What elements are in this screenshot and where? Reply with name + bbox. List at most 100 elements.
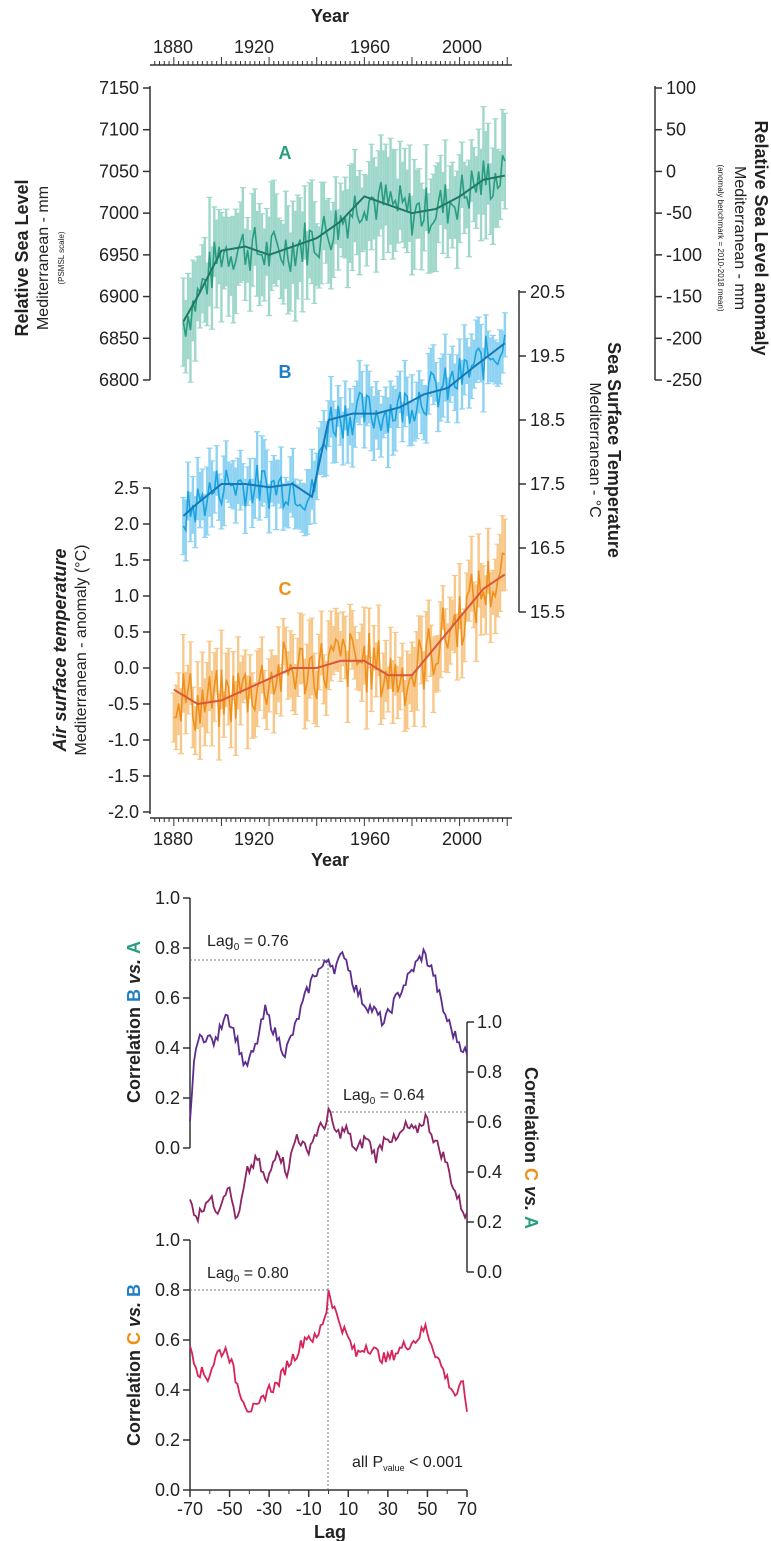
corr-ca-ticks: 1.0 0.8 0.6 0.4 0.2 0.0 bbox=[467, 1012, 502, 1282]
pvalue-sub: value bbox=[383, 1463, 405, 1473]
corr-ba-mid: vs. bbox=[124, 954, 144, 989]
sst-tick-label: 18.5 bbox=[530, 410, 565, 430]
corr-ba-tick-label: 0.4 bbox=[155, 1038, 180, 1058]
air-tick-label: -2.0 bbox=[108, 802, 139, 822]
panel-label-b: B bbox=[279, 362, 292, 382]
corr-cb-tick-label: 0.8 bbox=[155, 1280, 180, 1300]
mid-x-tick-1920: 1920 bbox=[234, 829, 274, 849]
smooth-line bbox=[173, 573, 506, 706]
sst-tick-label: 16.5 bbox=[530, 538, 565, 558]
corr-ca-prefix: Correlation bbox=[521, 1067, 541, 1168]
corr-ba-tick-label: 0.2 bbox=[155, 1088, 180, 1108]
corr-ca-tick-label: 0.4 bbox=[477, 1162, 502, 1182]
mid-x-ticks bbox=[154, 818, 508, 826]
sst-tick-label: 15.5 bbox=[530, 602, 565, 622]
lag-ba-base: Lag bbox=[207, 933, 234, 950]
lag-tick-label: -50 bbox=[217, 1499, 243, 1519]
air-tick-label: 2.0 bbox=[114, 514, 139, 534]
corr-ca-tick-label: 0.2 bbox=[477, 1212, 502, 1232]
corr-ba-ticks: 1.0 0.8 0.6 0.4 0.2 0.0 bbox=[155, 888, 190, 1158]
lag-tick-label: 30 bbox=[378, 1499, 398, 1519]
rsl-anomaly-tick-label: 0 bbox=[666, 161, 676, 181]
annual-line bbox=[173, 552, 506, 731]
air-axis-subtitle: Mediterranean - anomaly (°C) bbox=[73, 545, 90, 756]
rsl-anomaly-axis-subtitle: Mediterranean - mm bbox=[731, 166, 748, 310]
mid-x-tick-1960: 1960 bbox=[350, 829, 390, 849]
lag-cb-sub: 0 bbox=[234, 1274, 240, 1285]
pvalue-annotation: all Pvalue < 0.001 bbox=[352, 1454, 463, 1473]
series-c bbox=[170, 515, 508, 761]
corr-cb-prefix: Correlation bbox=[124, 1345, 144, 1446]
lag-cb-annotation: Lag0 = 0.80 bbox=[207, 1265, 289, 1285]
lag-ticks: -70 -50 -30 -10 10 30 50 70 bbox=[177, 1490, 477, 1519]
top-x-tick-1920: 1920 bbox=[234, 37, 274, 57]
rsl-tick-label: 6950 bbox=[99, 245, 139, 265]
corr-cb-x: B bbox=[124, 1284, 144, 1297]
lag-ba-value: = 0.76 bbox=[239, 933, 288, 950]
lag-tick-label: 50 bbox=[417, 1499, 437, 1519]
corr-cb-tick-label: 0.0 bbox=[155, 1480, 180, 1500]
lag-ca-annotation: Lag0 = 0.64 bbox=[343, 1087, 425, 1107]
corr-cb-curve bbox=[189, 1289, 468, 1413]
corr-ba-y: B bbox=[124, 989, 144, 1002]
rsl-axis-title: Relative Sea Level bbox=[12, 179, 32, 336]
lag-cb-value: = 0.80 bbox=[239, 1265, 288, 1282]
rsl-anomaly-tick-label: -50 bbox=[666, 203, 692, 223]
rsl-axis-subtitle: Mediterranean - mm bbox=[35, 186, 52, 330]
rsl-tick-label: 7150 bbox=[99, 78, 139, 98]
lag-cb-base: Lag bbox=[207, 1265, 234, 1282]
corr-ba-x: A bbox=[124, 941, 144, 954]
mid-x-tick-1880: 1880 bbox=[153, 829, 193, 849]
corr-ba-curve bbox=[189, 946, 468, 1122]
air-tick-label: 1.5 bbox=[114, 550, 139, 570]
corr-cb-axis-title: Correlation C vs. B bbox=[124, 1284, 144, 1446]
air-tick-label: 2.5 bbox=[114, 478, 139, 498]
corr-ba-axis-title: Correlation B vs. A bbox=[124, 941, 144, 1103]
corr-cb-y: C bbox=[124, 1332, 144, 1345]
panel-label-a: A bbox=[279, 143, 292, 163]
air-tick-label: -0.5 bbox=[108, 694, 139, 714]
rsl-anomaly-axis-title: Relative Sea Level anomaly bbox=[751, 120, 771, 355]
corr-cb-tick-label: 0.4 bbox=[155, 1380, 180, 1400]
corr-cb-ticks: 1.0 0.8 0.6 0.4 0.2 0.0 bbox=[155, 1230, 190, 1500]
corr-ca-tick-label: 0.8 bbox=[477, 1062, 502, 1082]
corr-ca-axis-title: Correlation C vs. A bbox=[521, 1067, 541, 1229]
lag-tick-label: -10 bbox=[296, 1499, 322, 1519]
lag-tick-label: -70 bbox=[177, 1499, 203, 1519]
annual-line bbox=[182, 334, 506, 534]
rsl-tick-label: 7050 bbox=[99, 161, 139, 181]
top-x-tick-1880: 1880 bbox=[153, 37, 193, 57]
panel-label-c: C bbox=[279, 579, 292, 599]
air-ticks: 2.5 2.0 1.5 1.0 0.5 0.0 -0.5 -1.0 -1.5 -2.0 bbox=[108, 478, 150, 822]
corr-cb-tick-label: 0.6 bbox=[155, 1330, 180, 1350]
rsl-anomaly-ticks: 100 50 0 -50 -100 -150 -200 -250 bbox=[655, 78, 702, 390]
corr-ba-tick-label: 0.8 bbox=[155, 938, 180, 958]
lag-ba-annotation: Lag0 = 0.76 bbox=[207, 933, 289, 953]
smooth-line bbox=[182, 342, 506, 517]
air-tick-label: 1.0 bbox=[114, 586, 139, 606]
corr-ba-tick-label: 1.0 bbox=[155, 888, 180, 908]
rsl-tick-label: 6800 bbox=[99, 370, 139, 390]
correlation-curves bbox=[189, 946, 468, 1413]
lag-tick-label: 10 bbox=[338, 1499, 358, 1519]
pvalue-base: all P bbox=[352, 1454, 383, 1471]
lag-ca-value: = 0.64 bbox=[375, 1087, 424, 1104]
air-axis-title: Air surface temperature bbox=[50, 548, 70, 752]
corr-ca-mid: vs. bbox=[521, 1181, 541, 1216]
corr-ba-tick-label: 0.6 bbox=[155, 988, 180, 1008]
rsl-anomaly-tick-label: -250 bbox=[666, 370, 702, 390]
lag-ca-sub: 0 bbox=[370, 1096, 376, 1107]
rsl-ticks: 7150 7100 7050 7000 6950 6900 6850 6800 bbox=[99, 78, 150, 390]
series-b bbox=[180, 312, 508, 562]
top-x-tick-1960: 1960 bbox=[350, 37, 390, 57]
rsl-anomaly-axis-note: (anomaly benchmark = 2010-2018 mean) bbox=[716, 165, 725, 312]
air-tick-label: -1.5 bbox=[108, 766, 139, 786]
top-x-tick-2000: 2000 bbox=[442, 37, 482, 57]
lag-axis-label: Lag bbox=[314, 1522, 346, 1541]
smooth-line bbox=[182, 174, 506, 323]
sst-ticks: 20.5 19.5 18.5 17.5 16.5 15.5 bbox=[519, 282, 565, 622]
annual-line bbox=[182, 154, 506, 337]
corr-ba-tick-label: 0.0 bbox=[155, 1138, 180, 1158]
air-tick-label: 0.5 bbox=[114, 622, 139, 642]
